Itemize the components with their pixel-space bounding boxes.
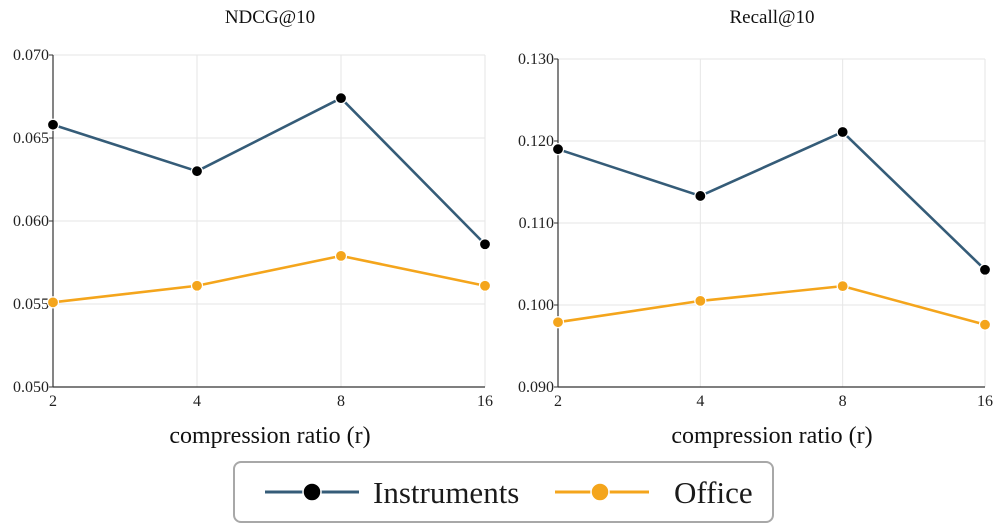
chart1-xtick-label: 16 — [477, 393, 493, 410]
chart1-ytick-label: 0.065 — [13, 130, 49, 147]
chart1-point-instruments — [190, 165, 204, 178]
chart2-xtick-label: 2 — [554, 393, 562, 410]
chart2-title: Recall@10 — [729, 7, 814, 28]
chart1-ytick-label: 0.070 — [13, 47, 49, 64]
chart2-ytick-label: 0.130 — [518, 51, 554, 68]
chart1-point-instruments — [334, 92, 348, 105]
chart1-title: NDCG@10 — [225, 7, 315, 28]
chart2-point-office — [694, 294, 707, 307]
chart1-ytick-label: 0.050 — [13, 379, 49, 396]
chart2-ytick-label: 0.100 — [518, 297, 554, 314]
legend-swatch-instruments — [265, 482, 359, 502]
chart1-point-instruments — [478, 238, 492, 251]
chart1-point-office — [478, 279, 492, 292]
chart2-point-instruments — [694, 189, 707, 203]
chart2-xlabel: compression ratio (r) — [671, 423, 872, 449]
chart1-xtick-label: 2 — [49, 393, 57, 410]
chart2-point-instruments — [551, 143, 565, 156]
chart2-point-office — [836, 280, 849, 293]
chart2-xtick-label: 16 — [977, 393, 993, 410]
chart1-xtick-label: 8 — [337, 393, 345, 410]
chart1-point-office — [190, 279, 204, 292]
chart2-line-instruments — [557, 130, 986, 271]
chart1-xlabel: compression ratio (r) — [169, 423, 370, 449]
chart2-point-instruments — [836, 125, 849, 139]
chart2-xtick-label: 4 — [696, 393, 704, 410]
chart1-line-instruments — [52, 96, 486, 246]
chart1-point-instruments — [46, 118, 60, 131]
chart1-ytick-label: 0.060 — [13, 213, 49, 230]
chart1-point-office — [46, 296, 60, 309]
chart2-ytick-label: 0.110 — [519, 215, 554, 232]
chart1-line-office — [52, 254, 486, 304]
legend-marker-instruments — [302, 482, 322, 502]
chart1-xtick-label: 4 — [193, 393, 201, 410]
legend-label-instruments: Instruments — [373, 475, 520, 510]
legend-label-office: Office — [674, 475, 753, 510]
legend: Instruments Office — [233, 461, 774, 523]
chart2-point-instruments — [978, 263, 992, 276]
chart2-xtick-label: 8 — [839, 393, 847, 410]
chart2-point-office — [551, 316, 565, 329]
chart1-ytick-label: 0.055 — [13, 296, 49, 313]
chart2-ytick-label: 0.090 — [518, 379, 554, 396]
chart1-point-office — [334, 249, 348, 262]
legend-swatch-office — [555, 482, 649, 502]
chart2-point-office — [978, 318, 992, 331]
chart2-ytick-label: 0.120 — [518, 133, 554, 150]
legend-marker-office — [590, 482, 610, 502]
chart2-line-office — [557, 284, 986, 326]
